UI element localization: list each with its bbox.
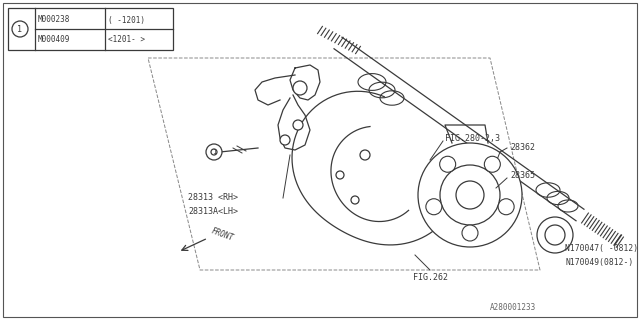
Bar	[8, 8, 173, 50]
Circle shape	[456, 181, 484, 209]
Text: M000409: M000409	[38, 35, 70, 44]
Text: 1: 1	[17, 25, 22, 34]
Text: 28362: 28362	[510, 143, 535, 153]
Text: ( -1201): ( -1201)	[108, 15, 145, 25]
Text: A280001233: A280001233	[490, 303, 536, 313]
Circle shape	[211, 149, 217, 155]
Text: 28365: 28365	[510, 171, 535, 180]
Circle shape	[206, 144, 222, 160]
Text: N170049(0812-): N170049(0812-)	[565, 258, 633, 267]
Circle shape	[280, 135, 290, 145]
Text: 28313 <RH>: 28313 <RH>	[188, 194, 238, 203]
Circle shape	[12, 21, 28, 37]
Circle shape	[440, 165, 500, 225]
Text: M000238: M000238	[38, 15, 70, 25]
Text: FIG.280-2,3: FIG.280-2,3	[445, 133, 500, 142]
Circle shape	[293, 120, 303, 130]
Text: 1: 1	[212, 149, 216, 155]
Circle shape	[498, 199, 514, 215]
Text: 28313A<LH>: 28313A<LH>	[188, 207, 238, 217]
Circle shape	[537, 217, 573, 253]
Text: <1201- >: <1201- >	[108, 35, 145, 44]
Circle shape	[293, 81, 307, 95]
Circle shape	[360, 150, 370, 160]
Text: FIG.262: FIG.262	[413, 274, 447, 283]
Circle shape	[545, 225, 565, 245]
Circle shape	[336, 171, 344, 179]
Text: N170047( -0812): N170047( -0812)	[565, 244, 638, 252]
Circle shape	[484, 156, 500, 172]
Circle shape	[426, 199, 442, 215]
Circle shape	[462, 225, 478, 241]
Circle shape	[440, 156, 456, 172]
Circle shape	[351, 196, 359, 204]
Circle shape	[418, 143, 522, 247]
Text: FRONT: FRONT	[210, 227, 235, 243]
